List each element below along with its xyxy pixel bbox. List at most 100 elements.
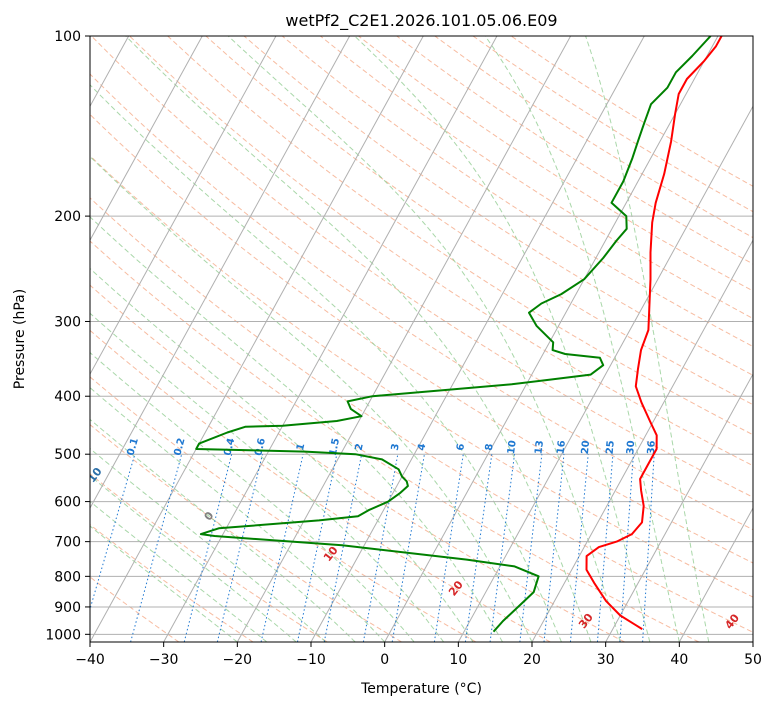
mixing-ratio-label: 25 [605,440,617,455]
x-tick-label: −20 [223,652,253,668]
mixing-ratio-label: 8 [484,443,496,451]
mixing-ratio-label: 2 [354,443,366,452]
y-tick-label: 1000 [45,627,81,643]
mixing-ratio-line [90,454,136,611]
mixing-ratio-line [260,454,304,642]
isotherm-line [90,36,203,242]
isotherm-line [310,36,645,642]
moist-adiabat-line [90,418,356,642]
mixing-ratio-label: 4 [416,443,428,452]
moist-adiabat-line [227,36,621,642]
mixing-ratio-label: 6 [455,443,467,452]
dry-adiabat-label: 40 [722,611,742,631]
moist-adiabat-line [90,386,386,642]
y-tick-label: 800 [54,569,81,585]
x-tick-label: −30 [149,652,179,668]
moist-adiabat-line [90,155,533,642]
dewpoint-profile-line [195,36,712,633]
isotherm-line [90,36,351,510]
mixing-ratio-line [543,454,565,642]
y-tick-label: 300 [54,314,81,330]
temperature-profile-line [585,36,723,630]
isotherm-line [752,640,753,642]
x-tick-label: 40 [670,652,688,668]
dry-adiabat-line [90,197,753,633]
x-tick-label: 30 [597,652,615,668]
mixing-ratio-label: 10 [506,440,519,455]
isotherm-line [90,36,277,376]
moist-adiabat-line [90,84,562,642]
moist-adiabat-line [90,267,474,642]
dry-adiabat-line [90,240,700,642]
isotherm-line [457,105,753,642]
mixing-ratio-label: 30 [625,440,637,455]
moist-adiabat-line [90,351,415,642]
mixing-ratio-line [183,454,233,642]
y-tick-label: 700 [54,535,81,551]
moist-adiabat-line [90,216,503,642]
y-tick-label: 500 [54,447,81,463]
x-tick-label: −40 [75,652,105,668]
mixing-ratio-line [619,454,634,642]
mixing-ratio-line [433,454,464,642]
dry-adiabat-line [90,73,753,531]
moist-adiabat-line [90,500,268,642]
chart-title: wetPf2_C2E1.2026.101.05.06.E09 [285,11,557,31]
isotherm-line [531,239,753,642]
x-axis-label: Temperature (°C) [360,681,482,697]
mixing-ratio-line [464,454,493,642]
y-tick-label: 900 [54,600,81,616]
moist-adiabat-line [125,36,592,642]
isotherm-line [163,36,498,642]
mixing-ratio-label: 0.6 [253,437,268,457]
y-tick-label: 100 [54,29,81,45]
y-tick-label: 200 [54,209,81,225]
dry-adiabat-line [90,473,328,642]
mixing-ratio-label: 20 [580,440,592,455]
mixing-ratio-line [519,454,543,642]
dry-adiabat-line [90,376,477,642]
mixing-ratio-line [216,454,263,642]
moist-adiabat-line [354,36,651,642]
mixing-ratio-label: 3 [390,443,402,452]
dry-adiabat-line [90,113,753,564]
dry-adiabat-line [90,329,551,642]
mixing-ratio-label: 13 [533,440,546,455]
dry-adiabat-line [243,36,753,376]
mixing-ratio-line [130,454,183,642]
x-tick-label: 10 [449,652,467,668]
dry-adiabat-line [91,36,753,498]
dry-adiabat-line [90,284,625,642]
dry-adiabat-label: 20 [446,578,466,598]
moist-adiabat-line [585,36,710,642]
mixing-ratio-label: 16 [556,440,568,455]
dry-adiabat-line [281,36,753,348]
dry-adiabat-line [90,576,180,642]
isotherm-line [678,507,753,642]
y-tick-label: 600 [54,495,81,511]
mixing-ratio-label: 0.4 [222,437,237,457]
mixing-ratio-label: 1 [295,442,307,451]
moist-adiabat-line [484,36,680,642]
x-tick-label: 20 [523,652,541,668]
background-grid [90,36,753,642]
dry-adiabat-line [205,36,753,406]
x-tick-label: −10 [296,652,326,668]
sounding-profiles [195,36,723,633]
isotherm-line [384,36,719,642]
moist-adiabat-line [90,447,327,642]
y-axis-label: Pressure (hPa) [12,289,28,389]
moist-adiabat-line [90,525,238,642]
dry-adiabat-label: 30 [576,611,596,631]
plot-frame [89,35,754,643]
mixing-ratio-line [642,454,655,642]
dry-adiabat-label: 10 [321,544,341,564]
dry-adiabat-line [434,36,753,239]
x-tick-label: 0 [380,652,389,668]
mixing-ratio-line [596,454,614,642]
dry-adiabat-line [90,523,254,642]
dry-adiabat-line [396,36,753,265]
mixing-ratio-line [569,454,589,642]
mixing-ratio-line [391,454,425,642]
